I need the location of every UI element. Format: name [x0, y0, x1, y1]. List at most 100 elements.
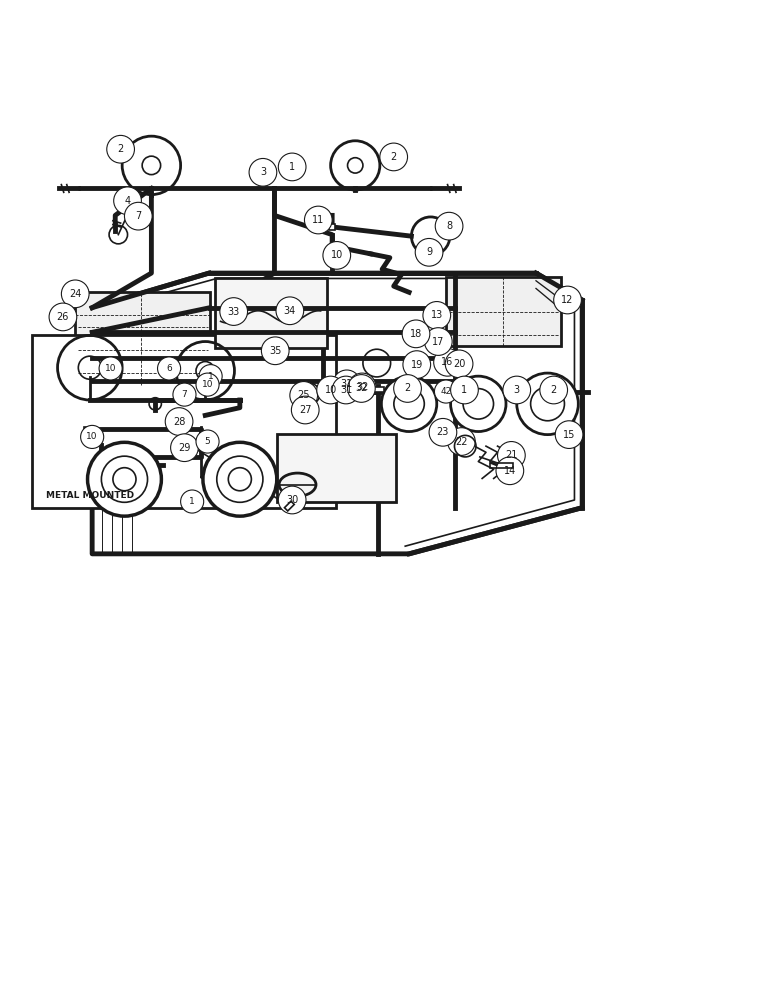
- Circle shape: [317, 376, 344, 404]
- Bar: [277, 434, 396, 502]
- Circle shape: [304, 206, 332, 234]
- Circle shape: [402, 320, 430, 348]
- Text: 2: 2: [405, 383, 411, 393]
- Text: 3: 3: [260, 167, 266, 177]
- Circle shape: [249, 158, 277, 186]
- Circle shape: [291, 396, 319, 424]
- Text: 23: 23: [437, 427, 449, 437]
- Bar: [373, 387, 384, 392]
- Circle shape: [220, 298, 248, 325]
- Text: 1: 1: [208, 372, 214, 381]
- Text: 17: 17: [432, 337, 445, 347]
- Text: 10: 10: [330, 250, 343, 260]
- Circle shape: [196, 430, 219, 453]
- Circle shape: [423, 302, 451, 329]
- Text: 3: 3: [513, 385, 520, 395]
- Text: 31: 31: [340, 385, 352, 395]
- Circle shape: [332, 376, 360, 404]
- Text: 22: 22: [455, 437, 468, 447]
- Text: 35: 35: [269, 346, 282, 356]
- Circle shape: [429, 418, 457, 446]
- Text: 1: 1: [189, 497, 195, 506]
- Text: 27: 27: [299, 405, 311, 415]
- Text: 42: 42: [440, 387, 452, 396]
- Bar: [329, 224, 335, 230]
- Circle shape: [425, 328, 452, 355]
- Text: 5: 5: [205, 437, 211, 446]
- Circle shape: [80, 425, 103, 448]
- Text: 10: 10: [86, 432, 98, 441]
- Circle shape: [380, 143, 408, 171]
- Text: 7: 7: [181, 390, 188, 399]
- Bar: [32, 335, 336, 508]
- Circle shape: [196, 373, 219, 396]
- Text: 10: 10: [105, 364, 117, 373]
- Text: 16: 16: [442, 357, 454, 367]
- Text: 28: 28: [173, 417, 185, 427]
- Circle shape: [124, 202, 152, 230]
- Circle shape: [497, 442, 525, 469]
- Circle shape: [171, 434, 198, 462]
- Circle shape: [173, 383, 196, 406]
- Circle shape: [107, 135, 134, 163]
- Circle shape: [348, 373, 376, 401]
- Circle shape: [347, 375, 375, 402]
- Circle shape: [62, 280, 89, 308]
- Bar: [215, 278, 327, 348]
- Circle shape: [99, 357, 122, 380]
- Circle shape: [403, 351, 431, 378]
- Circle shape: [203, 442, 277, 516]
- Circle shape: [516, 373, 578, 435]
- Text: 29: 29: [178, 443, 191, 453]
- Circle shape: [540, 376, 567, 404]
- Text: 13: 13: [431, 310, 443, 320]
- Text: 18: 18: [410, 329, 422, 339]
- Text: 31: 31: [340, 379, 353, 389]
- Text: 10: 10: [201, 380, 213, 389]
- Bar: [446, 277, 561, 346]
- Circle shape: [333, 370, 361, 398]
- Text: 2: 2: [550, 385, 557, 395]
- Text: 2: 2: [391, 152, 397, 162]
- Text: 32: 32: [356, 382, 368, 392]
- Circle shape: [279, 153, 306, 181]
- Text: 2: 2: [117, 144, 124, 154]
- Circle shape: [87, 442, 161, 516]
- Circle shape: [451, 376, 506, 432]
- Circle shape: [157, 357, 181, 380]
- Circle shape: [381, 376, 437, 432]
- Text: 24: 24: [69, 289, 81, 299]
- Circle shape: [49, 303, 76, 331]
- Circle shape: [323, 242, 350, 269]
- Text: 1: 1: [462, 385, 468, 395]
- Bar: [490, 463, 513, 468]
- Circle shape: [165, 408, 193, 435]
- Text: 26: 26: [56, 312, 69, 322]
- Text: 21: 21: [505, 450, 517, 460]
- Circle shape: [555, 421, 583, 448]
- Text: 7: 7: [135, 211, 141, 221]
- Text: 33: 33: [228, 307, 240, 317]
- Text: 30: 30: [286, 495, 298, 505]
- Circle shape: [435, 212, 463, 240]
- Text: 25: 25: [297, 390, 310, 400]
- Bar: [75, 292, 210, 385]
- Circle shape: [435, 380, 458, 403]
- Circle shape: [276, 297, 303, 325]
- Circle shape: [279, 486, 306, 514]
- Text: 8: 8: [446, 221, 452, 231]
- Circle shape: [181, 490, 204, 513]
- Circle shape: [394, 375, 422, 402]
- Circle shape: [445, 350, 473, 378]
- Circle shape: [415, 238, 443, 266]
- Bar: [84, 427, 92, 432]
- Bar: [284, 501, 294, 511]
- Circle shape: [113, 187, 141, 215]
- Circle shape: [262, 337, 289, 365]
- Text: 4: 4: [124, 196, 130, 206]
- Text: 34: 34: [284, 306, 296, 316]
- Text: 1: 1: [289, 162, 295, 172]
- Circle shape: [503, 376, 530, 404]
- Text: 12: 12: [561, 295, 574, 305]
- Circle shape: [496, 457, 523, 485]
